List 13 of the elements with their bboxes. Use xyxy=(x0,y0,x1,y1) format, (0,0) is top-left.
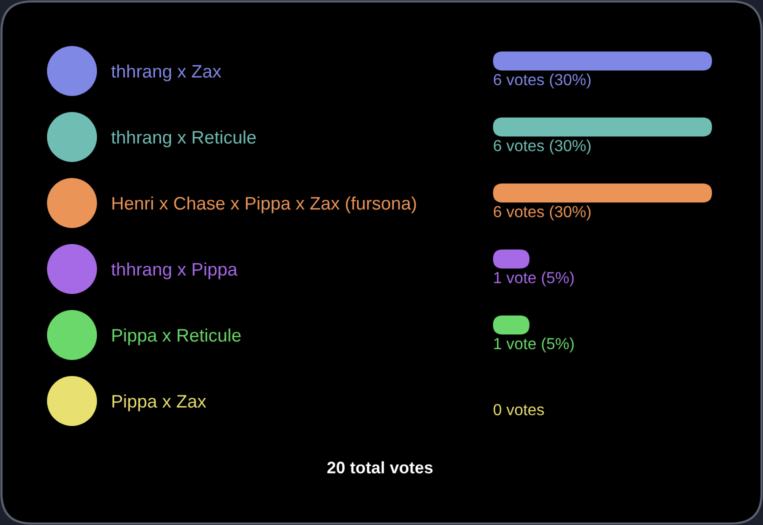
y-tick-label: thhrang x Pippa xyxy=(111,262,238,280)
y-tick-label: thhrang x Zax xyxy=(111,64,222,82)
data-label: 6 votes (30%) xyxy=(494,74,591,88)
data-label: 6 votes (30%) xyxy=(494,206,591,220)
y-tick-label: Pippa x Zax xyxy=(112,394,206,412)
y-tick-label: Henri x Chase x Pippa x Zax (fursona) xyxy=(112,196,416,214)
data-label: 0 votes xyxy=(494,404,544,416)
y-tick-label: Pippa x Reticule xyxy=(112,328,241,346)
data-label: 1 vote (5%) xyxy=(494,338,574,352)
data-label: 1 vote (5%) xyxy=(494,272,574,286)
data-label: 6 votes (30%) xyxy=(494,140,591,154)
y-tick-label: thhrang x Reticule xyxy=(111,130,256,148)
text: 20 total votes xyxy=(327,461,433,474)
